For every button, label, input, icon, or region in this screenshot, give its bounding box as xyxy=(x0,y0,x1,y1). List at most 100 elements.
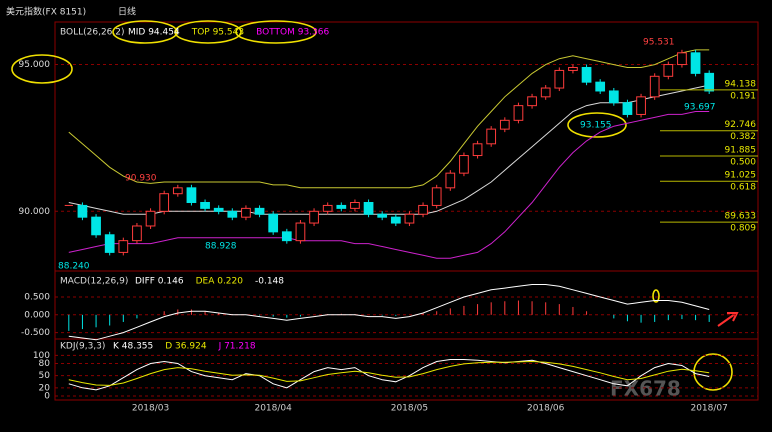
fib-price: 91.885 xyxy=(725,145,757,155)
candle xyxy=(172,187,183,195)
candle xyxy=(322,204,333,212)
x-tick-label: 2018/06 xyxy=(527,404,565,414)
ellipse xyxy=(11,54,73,84)
annotation: 95.531 xyxy=(643,38,675,48)
candle xyxy=(104,234,115,253)
indicator-value: -0.148 xyxy=(255,277,284,287)
ellipse xyxy=(174,20,242,44)
indicator-value: J 71.218 xyxy=(218,342,256,352)
fib-ratio: 0.618 xyxy=(730,183,756,193)
indicator-value: MID 94.454 xyxy=(128,28,180,38)
ellipse xyxy=(567,112,627,138)
annotation: 93.155 xyxy=(580,121,612,131)
ellipse xyxy=(112,20,178,44)
annotation: 88.240 xyxy=(58,262,90,272)
indicator: BOLL(26,26,2) xyxy=(60,28,125,38)
candle xyxy=(132,225,142,242)
candle xyxy=(390,216,401,224)
candle xyxy=(622,102,633,115)
line-series xyxy=(68,359,710,391)
y-tick-label: 90.000 xyxy=(19,207,51,217)
candle xyxy=(554,69,565,89)
candle xyxy=(363,201,374,215)
y-tick-label: 0.500 xyxy=(24,292,50,302)
candle xyxy=(677,52,687,66)
x-tick-label: 2018/04 xyxy=(254,404,292,414)
candle xyxy=(445,172,456,189)
candle xyxy=(404,213,415,224)
candle xyxy=(350,201,360,209)
annotation: 88.928 xyxy=(205,242,237,252)
candle xyxy=(200,201,210,209)
y-tick-label: 0.000 xyxy=(24,310,50,320)
candle xyxy=(595,81,606,92)
candle xyxy=(649,75,660,98)
candle xyxy=(581,66,592,83)
candle xyxy=(690,52,701,74)
candle xyxy=(268,213,279,233)
candle xyxy=(608,90,619,104)
candle xyxy=(486,128,497,145)
arrow xyxy=(717,312,739,327)
watermark: FX678 xyxy=(610,377,681,401)
y-tick-label: 80 xyxy=(39,359,51,369)
ellipse xyxy=(652,289,660,303)
candle xyxy=(336,204,347,209)
bollinger-band xyxy=(68,49,710,189)
candle xyxy=(118,240,129,253)
highlight-ellipses xyxy=(11,20,733,391)
line-series xyxy=(68,284,710,341)
x-tick-label: 2018/05 xyxy=(391,404,428,414)
candle xyxy=(227,210,238,218)
annotation: 93.697 xyxy=(684,103,716,113)
candle xyxy=(145,210,156,227)
candle xyxy=(636,96,646,115)
bollinger-band xyxy=(68,111,710,259)
candle xyxy=(77,204,88,218)
candle xyxy=(418,204,428,215)
candle xyxy=(159,193,170,212)
line-series xyxy=(68,360,710,386)
bollinger-band xyxy=(68,84,710,215)
fib-price: 94.138 xyxy=(725,79,757,89)
fib-ratio: 0.382 xyxy=(730,132,756,142)
candle xyxy=(472,143,483,157)
candle xyxy=(704,72,715,92)
y-tick-label: 0 xyxy=(44,391,50,401)
candle xyxy=(431,187,442,206)
candle xyxy=(540,87,551,98)
fib-price: 91.025 xyxy=(725,171,757,181)
fib-price: 92.746 xyxy=(725,120,757,130)
candle xyxy=(254,207,265,215)
indicator-value: DEA 0.220 xyxy=(196,277,244,287)
indicator-value: D 36.924 xyxy=(165,342,207,352)
candle xyxy=(663,64,674,77)
indicator: KDJ(9,3,3) xyxy=(60,342,105,352)
y-tick-label: 95.000 xyxy=(19,60,51,70)
candle xyxy=(91,216,101,236)
x-tick-label: 2018/03 xyxy=(132,404,169,414)
ellipse xyxy=(693,353,733,391)
candle xyxy=(241,207,251,218)
indicator-value: K 48.355 xyxy=(113,342,153,352)
indicator-value: DIFF 0.146 xyxy=(135,277,184,287)
candle xyxy=(513,105,524,121)
y-tick-label: 20 xyxy=(39,383,51,393)
indicator-value: TOP 95.543 xyxy=(191,28,244,38)
annotation: 90.930 xyxy=(125,174,157,184)
candle xyxy=(459,155,469,174)
candle xyxy=(213,207,224,212)
y-tick-label: 50 xyxy=(39,371,51,381)
candle xyxy=(295,222,306,242)
y-tick-label: -0.500 xyxy=(21,328,50,338)
x-tick-label: 2018/07 xyxy=(690,404,727,414)
candle xyxy=(309,210,319,224)
candle xyxy=(499,119,510,130)
ellipse xyxy=(235,20,317,44)
chart-title: 美元指数(FX 8151) xyxy=(6,6,86,18)
candle xyxy=(527,96,537,107)
fib-ratio: 0.809 xyxy=(730,224,756,234)
candle xyxy=(281,231,292,242)
